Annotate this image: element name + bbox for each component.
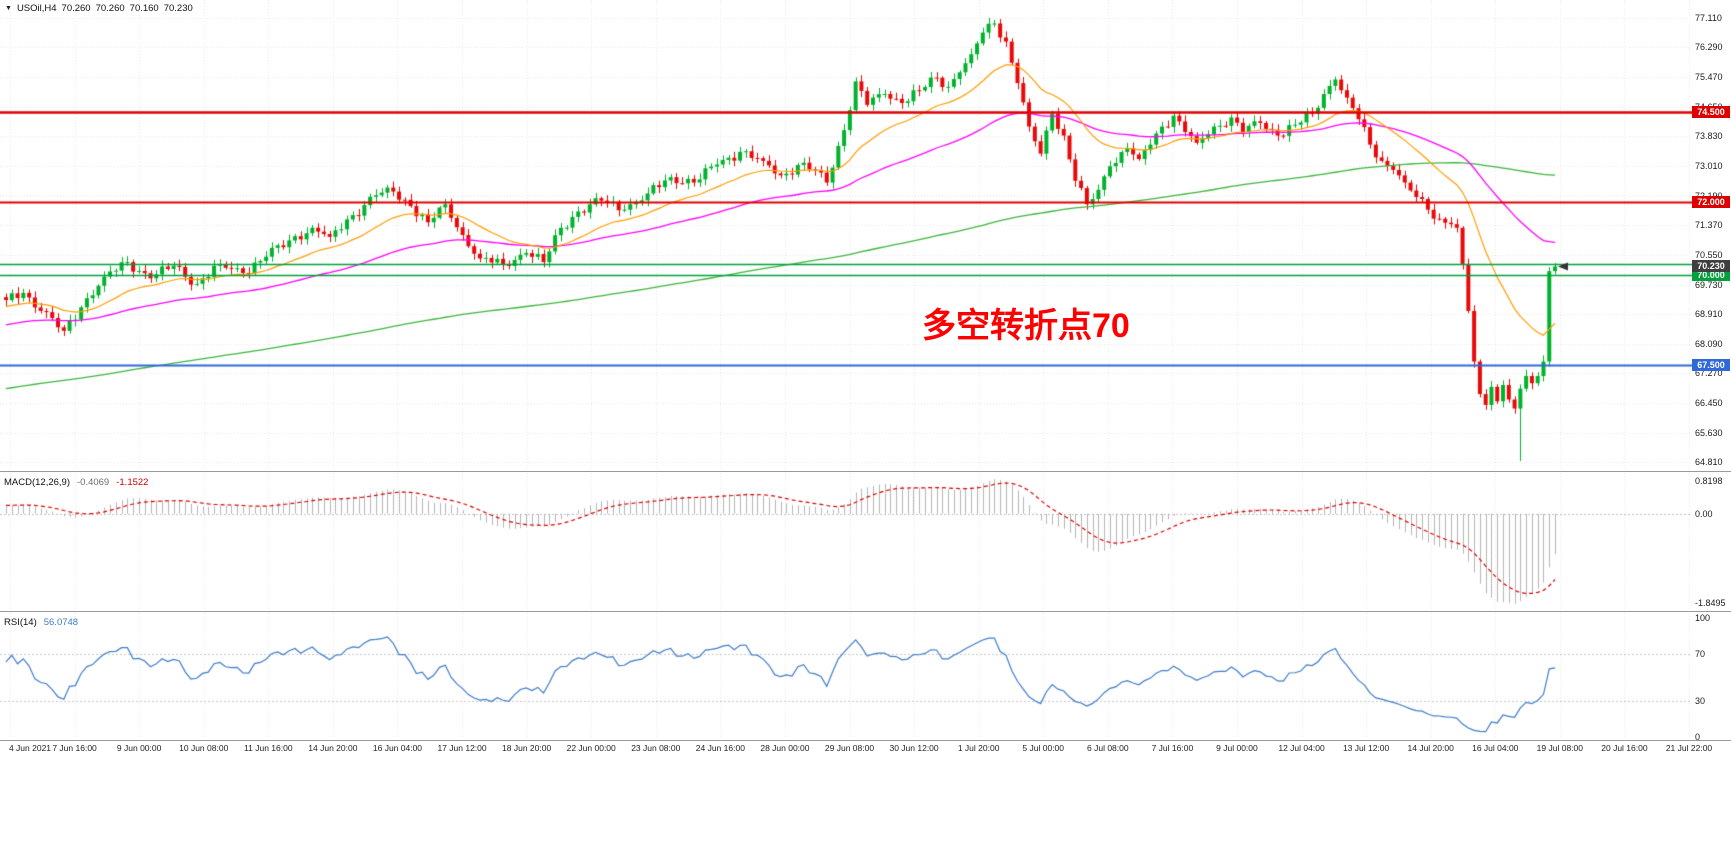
macd-signal-value: -1.1522 <box>116 477 149 488</box>
rsi-axis-label: 100 <box>1695 613 1711 623</box>
price-axis[interactable]: 77.11076.29075.47074.65073.83073.01072.1… <box>1692 0 1731 470</box>
time-axis-label: 11 Jun 16:00 <box>244 743 293 753</box>
price-axis-label: 73.010 <box>1695 160 1723 171</box>
price-axis-label: 75.470 <box>1695 72 1723 82</box>
price-axis-label: 65.630 <box>1695 427 1723 438</box>
price-line-badge: 67.500 <box>1692 359 1730 372</box>
macd-axis-label: 0.8198 <box>1695 476 1723 486</box>
price-axis-label: 72.190 <box>1695 191 1723 201</box>
rsi-indicator-label: RSI(14) 56.0748 <box>4 617 78 628</box>
time-axis-label: 21 Jul 22:00 <box>1665 743 1713 753</box>
rsi-axis-label: 0 <box>1695 732 1701 742</box>
ohlc-high: 70.260 <box>95 3 125 14</box>
macd-indicator-canvas[interactable] <box>0 473 1692 610</box>
time-axis-label: 29 Jun 08:00 <box>824 743 875 753</box>
time-axis-label: 24 Jun 16:00 <box>695 743 745 753</box>
price-axis-label: 76.290 <box>1695 42 1723 53</box>
time-axis-label: 16 Jun 04:00 <box>372 743 423 753</box>
current-price-badge: 70.230 <box>1692 260 1730 273</box>
macd-main-value: -0.4069 <box>77 477 110 488</box>
ohlc-low: 70.160 <box>129 3 159 14</box>
macd-axis[interactable]: 0.8198 0.00 -1.8495 <box>1692 473 1731 610</box>
time-axis-label: 9 Jun 00:00 <box>116 743 162 753</box>
price-axis-label: 67.270 <box>1695 368 1723 379</box>
price-line-badge: 72.000 <box>1692 196 1730 209</box>
rsi-axis-label: 30 <box>1695 696 1706 707</box>
macd-indicator-label: MACD(12,26,9) -0.4069 -1.1522 <box>4 477 148 488</box>
price-axis-label: 71.370 <box>1695 220 1723 231</box>
time-axis-label: 18 Jun 20:00 <box>502 743 552 753</box>
time-axis-label: 12 Jul 04:00 <box>1278 743 1325 753</box>
symbol-ohlc-header: ▼ USOil,H4 70.260 70.260 70.160 70.230 <box>5 3 193 14</box>
panel-separator[interactable] <box>0 611 1731 612</box>
price-axis-label: 68.090 <box>1695 338 1723 349</box>
price-axis-label: 66.450 <box>1695 398 1723 409</box>
time-axis-label: 23 Jun 08:00 <box>631 743 681 753</box>
rsi-value: 56.0748 <box>43 617 79 628</box>
macd-name: MACD(12,26,9) <box>4 477 70 488</box>
price-axis-label: 73.830 <box>1695 131 1723 142</box>
time-axis-label: 22 Jun 00:00 <box>566 743 616 753</box>
symbol-label: USOil,H4 <box>16 3 57 14</box>
time-axis-label: 7 Jul 16:00 <box>1151 743 1194 753</box>
time-axis-label: 16 Jul 04:00 <box>1472 743 1519 753</box>
macd-axis-label: 0.00 <box>1695 508 1713 519</box>
panel-separator[interactable] <box>0 471 1731 472</box>
time-axis-label: 6 Jul 08:00 <box>1087 743 1129 753</box>
time-axis-label: 28 Jun 00:00 <box>760 743 810 753</box>
time-axis-label: 19 Jul 08:00 <box>1536 743 1583 753</box>
time-axis-label: 10 Jun 08:00 <box>179 743 229 753</box>
ohlc-close: 70.230 <box>163 3 193 14</box>
annotation-text[interactable]: 多空转折点70 <box>922 307 1130 345</box>
time-axis-label: 14 Jul 20:00 <box>1407 743 1454 753</box>
panel-separator[interactable] <box>0 740 1731 741</box>
time-axis[interactable]: 4 Jun 2021 7 Jun 16:00 9 Jun 00:00 10 Jun 0… <box>0 742 1731 756</box>
time-axis-label: 20 Jul 16:00 <box>1601 743 1648 753</box>
symbol-dropdown-icon[interactable]: ▼ <box>5 5 12 12</box>
price-axis-label: 70.550 <box>1695 249 1723 260</box>
time-axis-label: 30 Jun 12:00 <box>889 743 939 753</box>
time-axis-label: 9 Jul 00:00 <box>1216 743 1258 753</box>
price-axis-label: 64.810 <box>1695 457 1723 468</box>
rsi-indicator-canvas[interactable] <box>0 613 1692 739</box>
macd-axis-label: -1.8495 <box>1695 598 1726 608</box>
rsi-name: RSI(14) <box>4 617 37 628</box>
rsi-axis[interactable]: 100 70 30 0 <box>1692 613 1731 742</box>
main-price-chart-canvas[interactable] <box>0 0 1692 470</box>
time-axis-label: 13 Jul 12:00 <box>1342 743 1390 753</box>
time-axis-label: 4 Jun 2021 <box>8 743 52 753</box>
time-axis-label: 1 Jul 20:00 <box>957 743 1000 753</box>
time-axis-label: 17 Jun 12:00 <box>437 743 487 753</box>
price-axis-label: 68.910 <box>1695 309 1723 320</box>
time-axis-label: 5 Jul 00:00 <box>1022 743 1065 753</box>
price-axis-label: 77.110 <box>1695 12 1722 23</box>
time-axis-label: 14 Jun 20:00 <box>308 743 358 753</box>
price-line-badge: 74.500 <box>1692 106 1730 119</box>
price-axis-label: 69.730 <box>1695 279 1723 290</box>
time-axis-label: 7 Jun 16:00 <box>52 743 97 753</box>
rsi-axis-label: 70 <box>1695 648 1706 659</box>
ohlc-open: 70.260 <box>61 3 91 14</box>
